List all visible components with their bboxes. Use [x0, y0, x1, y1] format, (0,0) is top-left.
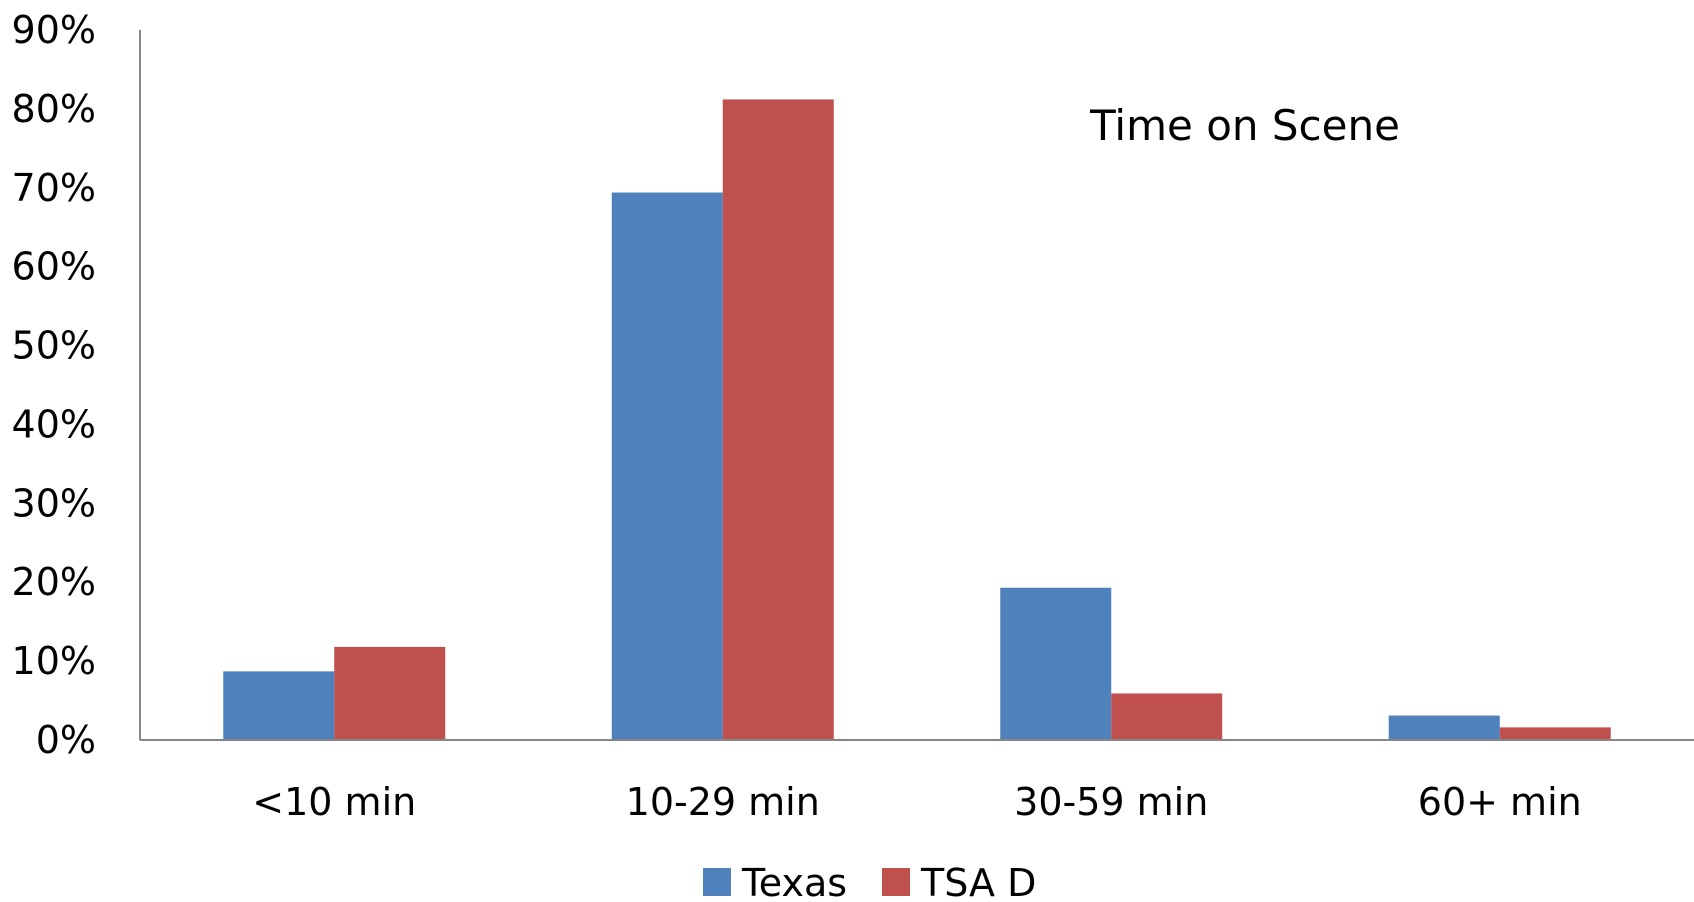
legend-label: Texas — [741, 861, 847, 902]
y-tick-label: 10% — [12, 639, 96, 683]
x-tick-label: 10-29 min — [626, 780, 820, 824]
legend-label: TSA D — [920, 861, 1036, 902]
legend: Texas TSA D — [703, 861, 1036, 902]
bar-tsa-d-2 — [1111, 693, 1223, 740]
x-tick-label: 60+ min — [1418, 780, 1582, 824]
bar-tsa-d-1 — [722, 99, 834, 740]
bar-texas-2 — [1000, 587, 1112, 740]
y-tick-labels: 0% 10% 20% 30% 40% 50% 60% 70% 80% 90% — [12, 8, 96, 762]
x-tick-labels: <10 min 10-29 min 30-59 min 60+ min — [252, 780, 1581, 824]
legend-swatch-tsa-d — [882, 868, 910, 896]
legend-swatch-texas — [703, 868, 731, 896]
bar-texas-3 — [1388, 715, 1500, 740]
y-tick-label: 30% — [12, 481, 96, 525]
bar-tsa-d-3 — [1499, 727, 1611, 740]
y-tick-label: 50% — [12, 324, 96, 368]
y-tick-label: 70% — [12, 166, 96, 210]
x-tick-label: 30-59 min — [1014, 780, 1208, 824]
bar-texas-1 — [611, 192, 723, 740]
bars-group — [223, 99, 1611, 740]
y-tick-label: 40% — [12, 402, 96, 446]
bar-texas-0 — [223, 671, 335, 740]
bar-tsa-d-0 — [334, 646, 446, 740]
y-tick-label: 80% — [12, 87, 96, 131]
x-tick-label: <10 min — [252, 780, 416, 824]
y-tick-label: 20% — [12, 560, 96, 604]
y-tick-label: 90% — [12, 8, 96, 52]
chart-title: Time on Scene — [1089, 101, 1400, 150]
y-tick-label: 0% — [36, 718, 96, 762]
y-tick-label: 60% — [12, 245, 96, 289]
